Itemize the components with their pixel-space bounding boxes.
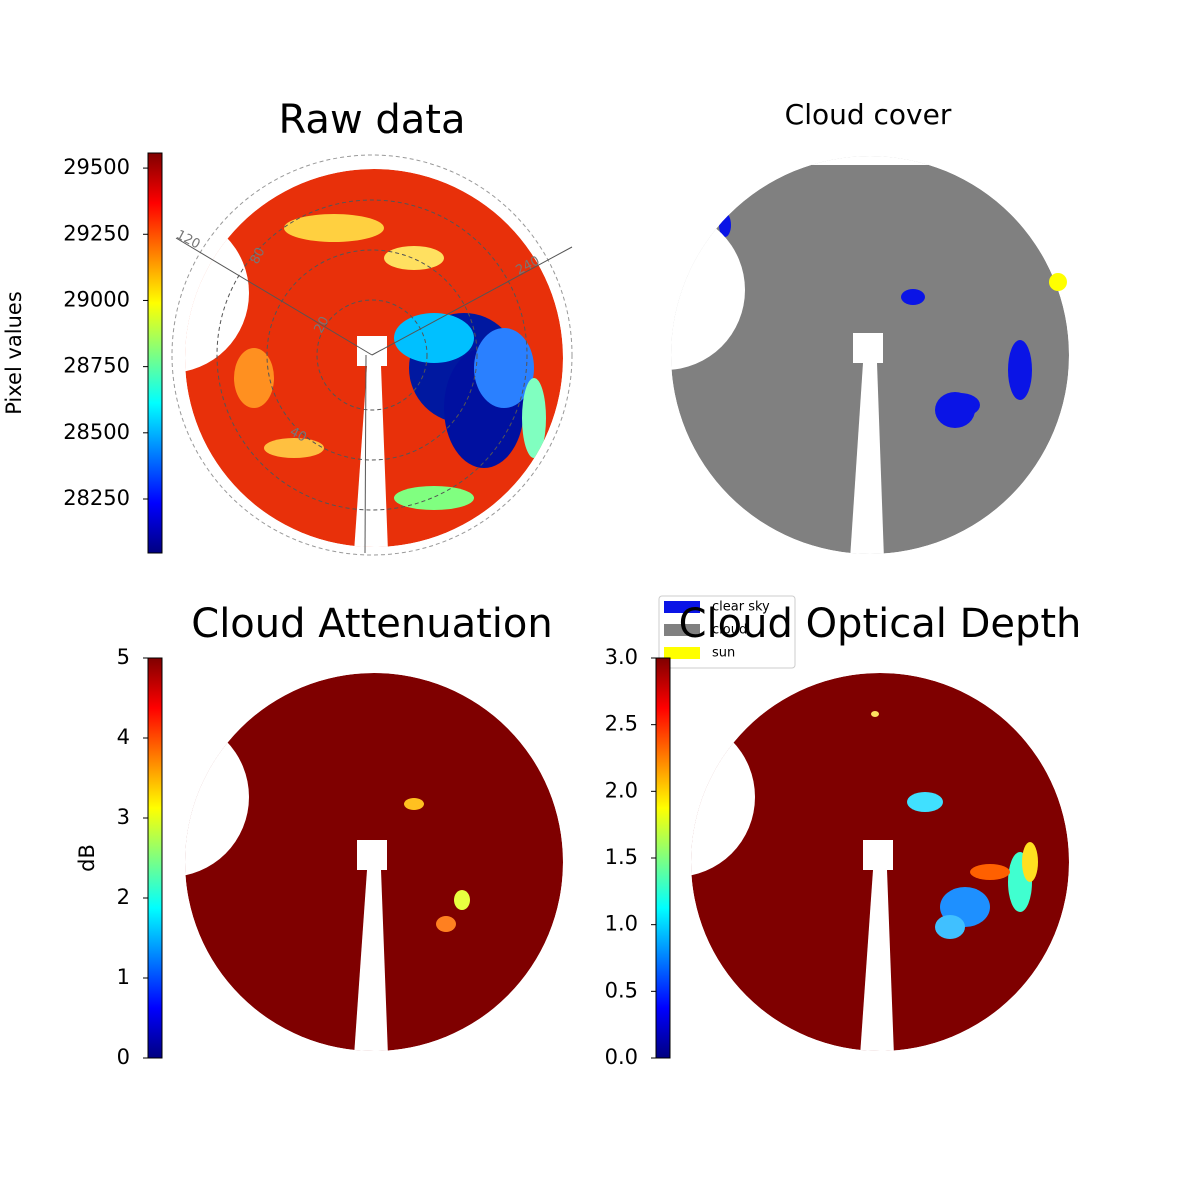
sky-image	[185, 673, 563, 1051]
cloud-patch	[234, 348, 274, 408]
colorbar-tick-label: 0.0	[605, 1045, 638, 1069]
panel-title: Cloud Optical Depth	[679, 601, 1082, 647]
polar-ring	[316, 299, 428, 411]
colorbar	[147, 152, 163, 554]
mask-post	[860, 870, 894, 1051]
mask-bite	[671, 210, 745, 370]
colorbar-tick-label: 29250	[63, 221, 130, 245]
panel-title: Raw data	[279, 97, 466, 143]
panel-title: Cloud Attenuation	[191, 601, 552, 647]
legend-label: cloud	[712, 623, 747, 638]
polar-spoke	[364, 354, 367, 554]
polar-spoke	[175, 237, 373, 356]
mask-post-head	[863, 840, 893, 870]
mask-bite	[185, 717, 249, 877]
polar-ring	[216, 199, 528, 511]
cloud-patch	[436, 916, 456, 932]
cloud-patch	[384, 246, 444, 270]
polar-grid	[171, 154, 573, 556]
colorbar-tick-label: 29000	[63, 287, 130, 311]
legend-label: sun	[712, 646, 735, 661]
cloud-patch	[901, 289, 925, 305]
colorbar-tick-label: 2.0	[605, 778, 638, 802]
mask-post	[354, 870, 388, 1051]
mask-post	[354, 366, 388, 547]
sky-image	[691, 673, 1069, 1051]
colorbar-tick-label: 0.5	[605, 978, 638, 1002]
polar-ring	[266, 249, 478, 461]
cloud-patch	[935, 915, 965, 939]
colorbar-tick-label: 28250	[63, 486, 130, 510]
legend-swatch	[664, 647, 700, 659]
cloud-patch	[394, 486, 474, 510]
mask-post	[850, 363, 884, 554]
cloud-patch	[907, 792, 943, 812]
cloud-patch	[394, 313, 474, 363]
cloud-patch	[1008, 340, 1032, 400]
polar-label: 20	[311, 314, 332, 336]
cloud-patch	[1022, 842, 1038, 882]
legend-swatch	[664, 601, 700, 613]
sky-image	[671, 156, 1069, 554]
polar-label: 40	[287, 424, 309, 445]
cloud-patch	[522, 378, 546, 458]
cloud-patch	[970, 864, 1010, 880]
cloud-patch	[404, 798, 424, 810]
cloud-patch	[871, 711, 879, 717]
cloud-patch	[264, 438, 324, 458]
colorbar-tick-label: 0	[117, 1045, 130, 1069]
colorbar-tick-label: 2.5	[605, 712, 638, 736]
colorbar-label: dB	[75, 844, 99, 872]
colorbar-tick-label: 1.0	[605, 912, 638, 936]
cloud-patch	[474, 328, 534, 408]
mask-post-head	[357, 840, 387, 870]
mask-post-head	[853, 333, 883, 363]
colorbar-tick-label: 29500	[63, 155, 130, 179]
colorbar-tick-label: 28500	[63, 420, 130, 444]
polar-label: 80	[247, 245, 268, 267]
cloud-patch	[454, 890, 470, 910]
mask-post-head	[357, 336, 387, 366]
polar-ring	[171, 154, 573, 556]
cloud-patch	[284, 214, 384, 242]
polar-label: 120	[174, 228, 203, 253]
colorbar-label: Pixel values	[2, 291, 26, 415]
colorbar-tick-label: 3.0	[605, 645, 638, 669]
cloud-patch	[935, 392, 975, 428]
colorbar-tick-label: 1.5	[605, 845, 638, 869]
sun-marker	[1049, 273, 1067, 291]
polar-spoke	[371, 246, 573, 356]
colorbar-tick-label: 3	[117, 805, 130, 829]
colorbar-tick-label: 28750	[63, 354, 130, 378]
legend-label: clear sky	[712, 600, 770, 615]
colorbar-tick-label: 2	[117, 885, 130, 909]
colorbar-tick-label: 1	[117, 965, 130, 989]
legend-swatch	[664, 624, 700, 636]
colorbar	[147, 657, 163, 1059]
sky-image	[185, 169, 563, 547]
mask-top	[671, 156, 1069, 165]
panel-title: Cloud cover	[785, 98, 952, 131]
colorbar-tick-label: 5	[117, 645, 130, 669]
colorbar-tick-label: 4	[117, 725, 130, 749]
colorbar	[655, 657, 671, 1059]
